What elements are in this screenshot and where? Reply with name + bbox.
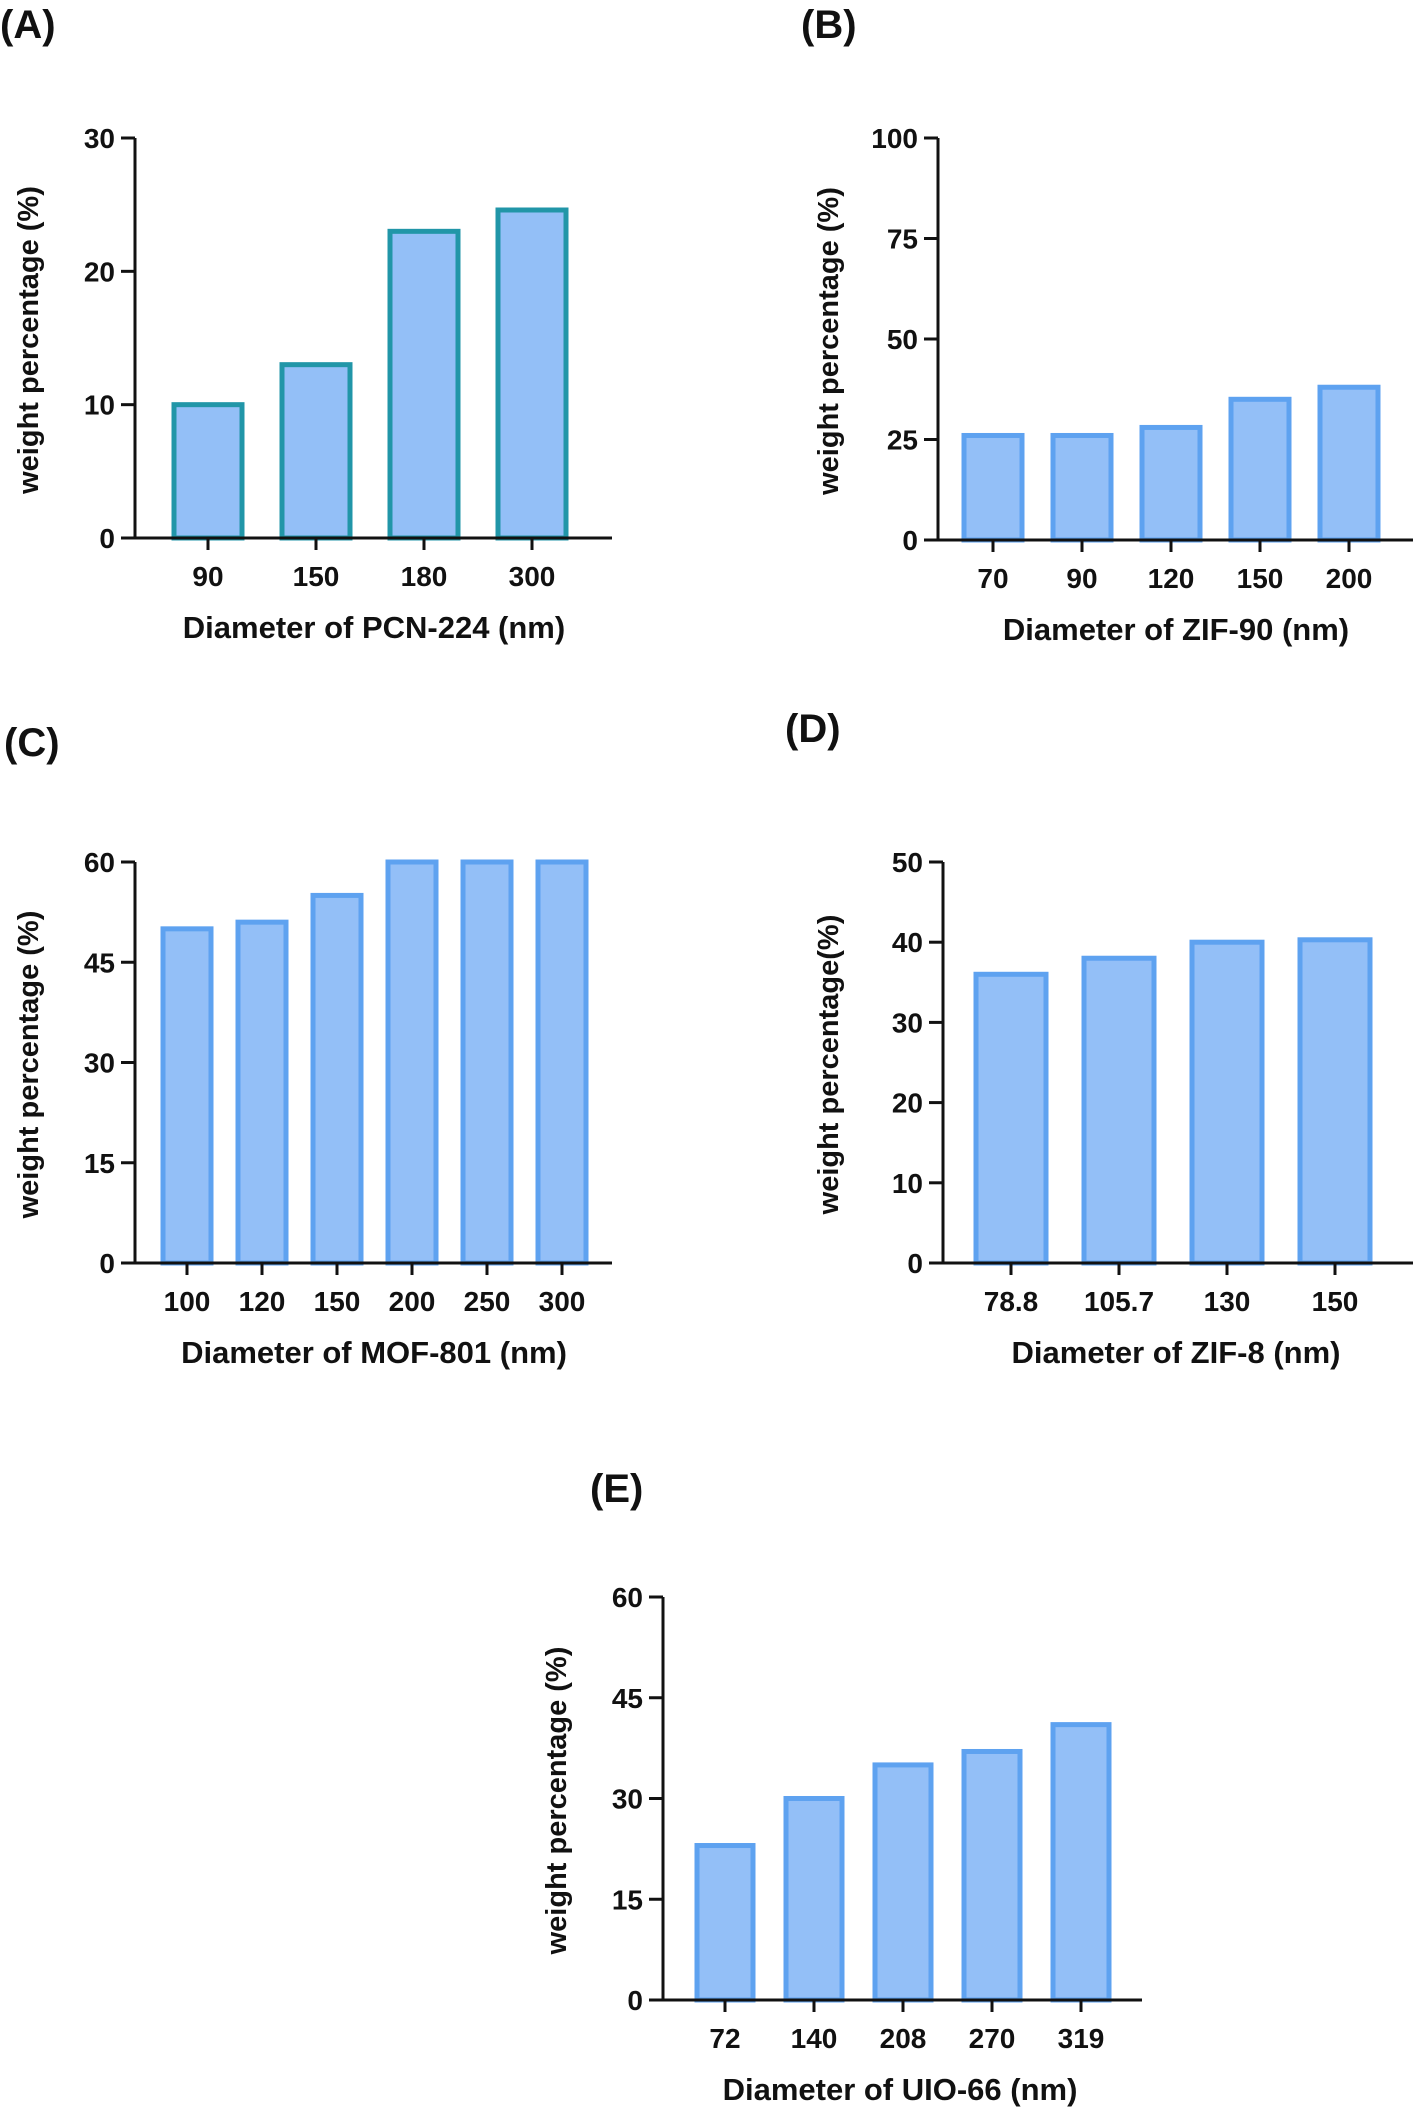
y-tick-label: 100 — [871, 123, 918, 154]
chart-panel-e: (E) 0 15 30 45 60 72 140 208 270 319 Diameter of UI… — [541, 1467, 1142, 2107]
y-tick-label: 0 — [907, 1248, 923, 1279]
bar-150 — [279, 362, 353, 541]
y-tick-label: 40 — [892, 927, 923, 958]
x-tick-label: 120 — [1148, 563, 1195, 594]
x-axis-title: Diameter of UIO-66 (nm) — [723, 2072, 1078, 2107]
bar-300 — [495, 207, 569, 541]
panel-label: (A) — [0, 3, 56, 47]
bar-208 — [872, 1762, 934, 2003]
bar-150 — [1297, 937, 1373, 1266]
y-tick-label: 30 — [892, 1007, 923, 1038]
bar-70 — [961, 432, 1025, 543]
x-tick-label: 200 — [389, 1286, 436, 1317]
y-tick-label: 60 — [84, 847, 115, 878]
y-axis-title: weight percentage(%) — [813, 915, 845, 1216]
y-tick-label: 0 — [902, 525, 918, 556]
x-tick-label: 200 — [1326, 563, 1373, 594]
bar-270 — [961, 1748, 1023, 2003]
x-tick-label: 130 — [1204, 1286, 1251, 1317]
bar-200 — [1317, 384, 1381, 543]
x-tick-label: 150 — [1237, 563, 1284, 594]
x-tick-label: 90 — [192, 561, 223, 592]
y-tick-label: 30 — [84, 123, 115, 154]
y-tick-label: 20 — [892, 1088, 923, 1119]
panel-label: (D) — [785, 707, 841, 751]
bar-150 — [310, 892, 364, 1266]
bar-78.8 — [973, 971, 1049, 1266]
y-tick-label: 15 — [612, 1884, 643, 1915]
x-axis-title: Diameter of PCN-224 (nm) — [183, 610, 565, 645]
y-tick-label: 25 — [887, 425, 918, 456]
bar-72 — [694, 1843, 756, 2003]
x-tick-label: 150 — [1312, 1286, 1359, 1317]
chart-panel-a: (A) 0 10 20 30 90 150 180 300 Diameter of PCN-224… — [0, 3, 612, 645]
x-tick-label: 105.7 — [1084, 1286, 1154, 1317]
bar-120 — [235, 919, 289, 1266]
bar-120 — [1139, 424, 1203, 543]
y-axis-title: weight percentage (%) — [541, 1647, 573, 1956]
x-tick-label: 319 — [1058, 2023, 1105, 2054]
x-tick-label: 300 — [539, 1286, 586, 1317]
y-axis-title: weight percentage (%) — [13, 911, 45, 1220]
y-tick-label: 60 — [612, 1582, 643, 1613]
x-axis-title: Diameter of ZIF-8 (nm) — [1012, 1335, 1341, 1370]
x-tick-label: 150 — [293, 561, 340, 592]
y-tick-label: 10 — [892, 1168, 923, 1199]
x-tick-label: 300 — [509, 561, 556, 592]
y-tick-label: 20 — [84, 256, 115, 287]
x-tick-label: 250 — [464, 1286, 511, 1317]
x-tick-label: 78.8 — [984, 1286, 1039, 1317]
bar-105.7 — [1081, 955, 1157, 1266]
x-tick-label: 120 — [239, 1286, 286, 1317]
y-tick-label: 30 — [84, 1048, 115, 1079]
y-tick-label: 30 — [612, 1784, 643, 1815]
bar-130 — [1189, 939, 1265, 1266]
y-tick-label: 0 — [99, 523, 115, 554]
x-tick-label: 270 — [969, 2023, 1016, 2054]
x-tick-label: 150 — [314, 1286, 361, 1317]
bar-140 — [783, 1796, 845, 2003]
y-tick-label: 45 — [612, 1683, 643, 1714]
x-tick-label: 90 — [1066, 563, 1097, 594]
y-tick-label: 10 — [84, 390, 115, 421]
bar-90 — [1050, 432, 1114, 543]
panel-label: (B) — [801, 3, 857, 47]
x-tick-label: 180 — [401, 561, 448, 592]
x-tick-label: 140 — [791, 2023, 838, 2054]
y-tick-label: 75 — [887, 224, 918, 255]
chart-panel-b: (B) 0 25 50 75 100 70 90 120 150 200 Diameter of ZI… — [801, 3, 1413, 647]
y-tick-label: 50 — [887, 324, 918, 355]
x-tick-label: 72 — [709, 2023, 740, 2054]
bar-100 — [160, 926, 214, 1266]
y-tick-label: 50 — [892, 847, 923, 878]
y-axis-title: weight percentage (%) — [13, 186, 45, 495]
x-tick-label: 70 — [977, 563, 1008, 594]
y-tick-label: 45 — [84, 947, 115, 978]
bar-90 — [171, 402, 245, 541]
chart-panel-c: (C) 0 15 30 45 60 100 120 150 200 250 300 Diameter o… — [4, 721, 612, 1370]
bar-319 — [1050, 1722, 1112, 2003]
y-tick-label: 0 — [99, 1248, 115, 1279]
bar-200 — [385, 859, 439, 1266]
x-tick-label: 208 — [880, 2023, 927, 2054]
chart-panel-d: (D) 0 10 20 30 40 50 78.8 105.7 130 150 Diameter of… — [785, 707, 1413, 1370]
y-tick-label: 0 — [627, 1985, 643, 2016]
y-axis-title: weight percentage (%) — [813, 187, 845, 496]
bar-250 — [460, 859, 514, 1266]
bar-300 — [535, 859, 589, 1266]
x-axis-title: Diameter of MOF-801 (nm) — [181, 1335, 567, 1370]
bar-180 — [387, 228, 461, 541]
y-tick-label: 15 — [84, 1148, 115, 1179]
panel-label: (E) — [590, 1467, 643, 1511]
panel-label: (C) — [4, 721, 60, 765]
x-tick-label: 100 — [164, 1286, 211, 1317]
bar-150 — [1228, 396, 1292, 543]
x-axis-title: Diameter of ZIF-90 (nm) — [1003, 612, 1349, 647]
